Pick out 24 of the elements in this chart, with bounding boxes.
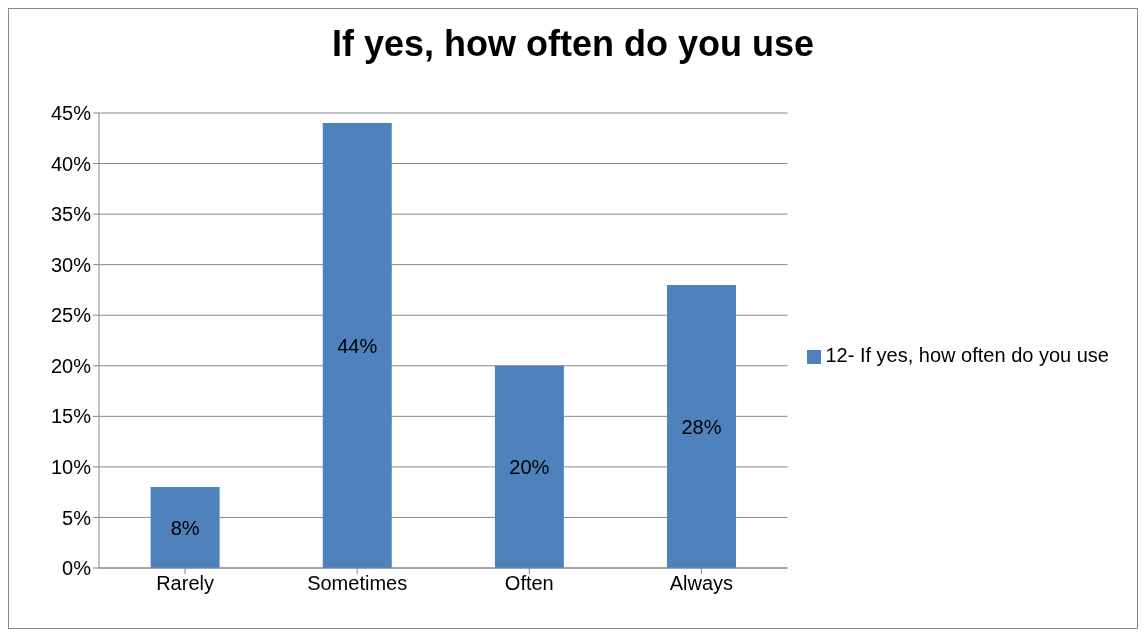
y-tick-label: 20% [50, 354, 92, 377]
y-tick-label: 5% [62, 506, 92, 529]
bar [322, 123, 392, 568]
legend-label: 12- If yes, how often do you use [825, 344, 1109, 366]
y-tick-label: 30% [50, 253, 92, 276]
x-tick-label: Sometimes [307, 572, 408, 595]
y-tick-label: 15% [50, 405, 92, 428]
y-tick-label: 40% [50, 152, 92, 175]
y-tick-label: 45% [50, 102, 92, 125]
y-tick-label: 0% [62, 557, 92, 580]
bar [494, 365, 564, 568]
x-tick-label: Always [669, 572, 734, 595]
data-label: 28% [681, 415, 722, 438]
y-tick-label: 10% [50, 455, 92, 478]
data-label: 8% [170, 516, 200, 539]
data-label: 20% [509, 455, 550, 478]
bar [150, 487, 220, 568]
chart-title: If yes, how often do you use [330, 22, 815, 66]
x-tick-label: Rarely [156, 572, 214, 595]
data-label: 44% [337, 334, 378, 357]
y-tick-label: 25% [50, 304, 92, 327]
bar [667, 284, 736, 568]
y-tick-label: 35% [50, 203, 92, 226]
x-tick-label: Often [504, 572, 554, 595]
